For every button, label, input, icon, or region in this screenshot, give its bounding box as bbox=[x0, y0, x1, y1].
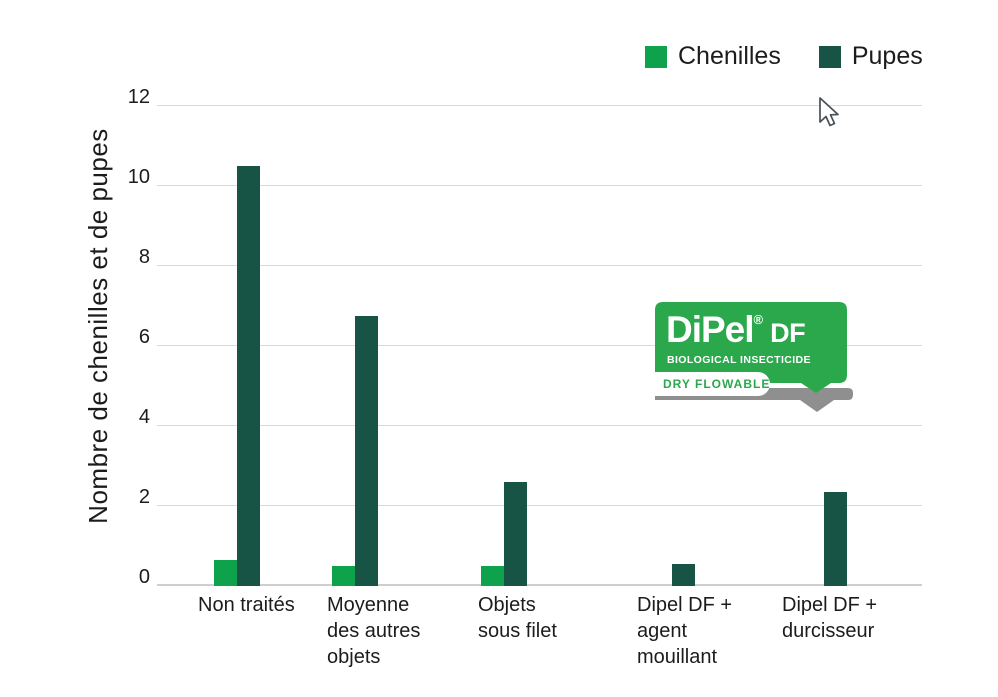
gridline-6 bbox=[157, 345, 922, 346]
mouse-cursor-icon bbox=[819, 97, 839, 127]
bar-pupes-5 bbox=[824, 492, 847, 586]
legend-item-chenilles: Chenilles bbox=[645, 42, 781, 71]
x-category-label-1: Non traités bbox=[198, 594, 295, 616]
gridline-10 bbox=[157, 185, 922, 186]
gridline-0 bbox=[157, 584, 922, 586]
legend-label-pupes: Pupes bbox=[851, 42, 923, 70]
y-tick-label-0: 0 bbox=[138, 566, 150, 588]
bar-pupes-3 bbox=[504, 482, 527, 586]
dipel-suffix: DF bbox=[770, 318, 806, 348]
dipel-brand: DiPel bbox=[666, 309, 755, 350]
gridline-12 bbox=[157, 105, 922, 106]
legend-label-chenilles: Chenilles bbox=[678, 42, 781, 70]
bar-chenilles-2 bbox=[332, 566, 355, 586]
y-tick-label-10: 10 bbox=[127, 166, 150, 188]
x-category-label-5: Dipel DF + durcisseur bbox=[782, 594, 878, 642]
bar-chenilles-3 bbox=[481, 566, 504, 586]
dipel-logo: DiPel® DF BIOLOGICAL INSECTICIDE DRY FLOW… bbox=[650, 295, 880, 420]
gridline-2 bbox=[157, 505, 922, 506]
registered-mark: ® bbox=[753, 312, 764, 327]
legend: Chenilles Pupes bbox=[645, 42, 923, 71]
bar-pupes-2 bbox=[355, 316, 378, 586]
x-category-label-4: Dipel DF + agent mouillant bbox=[637, 594, 733, 668]
gridline-8 bbox=[157, 265, 922, 266]
y-tick-label-12: 12 bbox=[127, 86, 150, 108]
dipel-subtitle: BIOLOGICAL INSECTICIDE bbox=[667, 354, 811, 366]
dry-flowable-banner: DRY FLOWABLE bbox=[652, 372, 770, 396]
bar-pupes-1 bbox=[237, 166, 260, 586]
gridline-4 bbox=[157, 425, 922, 426]
x-category-label-3: Objets sous filet bbox=[478, 594, 557, 642]
bar-pupes-4 bbox=[672, 564, 695, 586]
y-tick-label-2: 2 bbox=[138, 486, 150, 508]
y-tick-label-6: 6 bbox=[138, 326, 150, 348]
chenilles-color-swatch-icon bbox=[645, 45, 667, 68]
y-tick-label-4: 4 bbox=[138, 406, 150, 428]
bar-chenilles-1 bbox=[214, 560, 237, 586]
x-category-label-2: Moyenne des autres objets bbox=[327, 594, 421, 668]
y-tick-label-8: 8 bbox=[138, 246, 150, 268]
legend-item-pupes: Pupes bbox=[818, 42, 923, 71]
dipel-brand-text: DiPel® DF bbox=[666, 309, 806, 351]
pupes-color-swatch-icon bbox=[818, 45, 841, 68]
